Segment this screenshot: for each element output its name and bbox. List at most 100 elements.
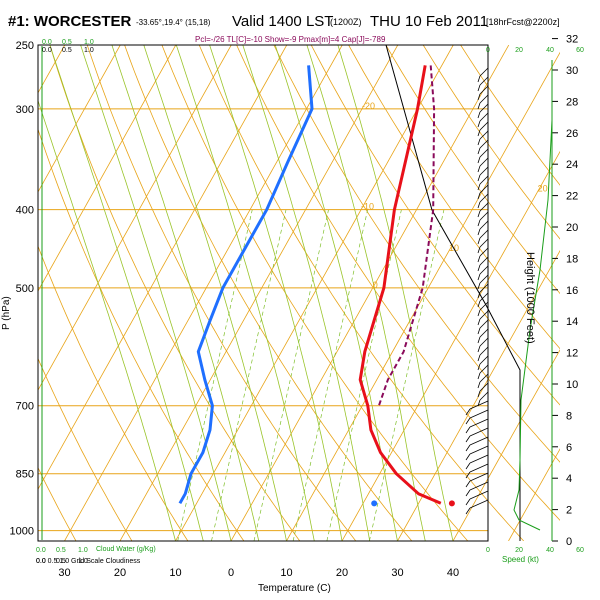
wind-barb	[477, 67, 489, 83]
isotherm-line	[119, 45, 399, 541]
dry-adiabat-line	[161, 45, 469, 541]
wind-barb	[465, 472, 489, 488]
mixing-ratio-line	[253, 209, 329, 541]
wind-barb	[477, 274, 489, 290]
mixing-ratio-line	[177, 209, 253, 541]
grid-cloud-tick: 0.5	[62, 47, 72, 54]
sfc-dewp-point	[371, 500, 378, 507]
temp-tick-label: 0	[228, 567, 234, 579]
dry-adiabat-line	[38, 357, 133, 541]
wind-barb	[477, 229, 489, 245]
grid-cloud-label: 0.0 0.5 1.0 Grid Scale Cloudiness	[36, 558, 141, 565]
cloud-water-tick: 0.0	[42, 39, 52, 46]
wind-barb	[465, 418, 489, 434]
dry-adiabat-line	[236, 45, 560, 521]
wind-barb	[465, 490, 489, 506]
pressure-tick-label: 400	[16, 205, 34, 217]
grid-cloud-tick: 0.0	[42, 47, 52, 54]
x-axis-label: Temperature (C)	[258, 583, 331, 594]
wind-barb	[477, 211, 489, 227]
height-tick-label: 0	[566, 536, 572, 548]
isotherm-label: 0	[373, 280, 378, 290]
wind-barb	[477, 202, 489, 218]
height-tick-label: 6	[566, 442, 572, 454]
wind-barb	[477, 346, 489, 362]
wind-barb	[477, 301, 489, 317]
speed-label: Speed (kt)	[502, 555, 539, 564]
dewpoint-profile	[178, 65, 314, 505]
isotherm-line	[38, 45, 232, 391]
wind-barb	[477, 76, 489, 92]
mixing-ratio-line	[211, 209, 287, 541]
wind-barb	[465, 463, 489, 479]
wind-barb	[477, 85, 489, 101]
temp-tick-label: 10	[280, 567, 292, 579]
pressure-tick-label: 1000	[10, 526, 34, 538]
wind-barb	[477, 319, 489, 335]
cloud-water-tick: 0.5	[62, 39, 72, 46]
height-tick-label: 2	[566, 505, 572, 517]
height-tick-label: 32	[566, 34, 578, 46]
wind-barb	[477, 103, 489, 119]
height-tick-label: 16	[566, 285, 578, 297]
wind-barb	[477, 355, 489, 371]
isotherm-line	[508, 448, 560, 541]
height-tick-label: 18	[566, 253, 578, 265]
height-tick-label: 8	[566, 410, 572, 422]
wind-barb	[465, 481, 489, 497]
cloud-water-tick: 1.0	[78, 547, 88, 554]
speed-tick-label: 0	[486, 547, 490, 554]
height-axis-label: Height (1000 Feet)	[524, 252, 536, 344]
wind-barb	[477, 247, 489, 263]
height-tick-label: 22	[566, 191, 578, 203]
wind-barb	[477, 112, 489, 128]
height-tick-label: 12	[566, 348, 578, 360]
wind-barb	[465, 400, 489, 416]
isotherm-line	[452, 349, 560, 541]
sfc-temp-point	[448, 500, 455, 507]
wind-barb	[477, 292, 489, 308]
wind-barb	[477, 256, 489, 272]
speed-tick-label: 0	[486, 47, 490, 54]
dry-adiabat-line	[49, 45, 301, 541]
wind-barb	[477, 310, 489, 326]
temp-tick-label: 10	[169, 567, 181, 579]
moist-adiabat-line	[209, 45, 343, 541]
height-tick-label: 24	[566, 159, 578, 171]
temp-tick-label: 20	[336, 567, 348, 579]
wind-barb	[477, 157, 489, 173]
dry-adiabat-line	[422, 45, 560, 240]
moist-adiabat-line	[274, 45, 398, 541]
dry-adiabat-line	[310, 45, 560, 406]
moist-adiabat-line	[38, 99, 176, 541]
parcel-profile	[377, 65, 436, 407]
speed-tick-label: 20	[515, 547, 523, 554]
station-title: #1: WORCESTER	[8, 13, 132, 30]
valid-time: Valid 1400 LST	[232, 13, 333, 30]
utc-time: (1200Z)	[330, 17, 362, 27]
wind-barb	[477, 193, 489, 209]
wind-barb	[477, 337, 489, 353]
parcel-info: Pcl=-/26 TL[C]=-10 Show=-9 Pmax[m]=4 Cap…	[195, 35, 386, 44]
isotherm-label: 20	[538, 184, 548, 194]
wind-barb	[477, 265, 489, 281]
wind-barb	[465, 436, 489, 452]
wind-speed-profile	[513, 60, 553, 531]
wind-barb	[477, 121, 489, 137]
wind-barb	[465, 409, 489, 425]
mixing-ratio-line	[326, 209, 402, 541]
moist-adiabat-line	[80, 45, 232, 541]
cloud-water-label: Cloud Water (g/Kg)	[96, 546, 156, 553]
wind-barb	[477, 220, 489, 236]
height-tick-label: 20	[566, 222, 578, 234]
height-tick-label: 28	[566, 96, 578, 108]
height-tick-label: 30	[566, 65, 578, 77]
grid-cloud-tick: 1.0	[78, 558, 88, 565]
speed-tick-label: 60	[576, 547, 584, 554]
moist-adiabat-line	[143, 45, 287, 541]
isotherm-label: -10	[361, 202, 374, 212]
grid-cloud-tick: 0.5	[56, 558, 66, 565]
grid-cloud-tick: 1.0	[84, 47, 94, 54]
isotherm-line	[38, 45, 121, 193]
pressure-tick-label: 500	[16, 283, 34, 295]
